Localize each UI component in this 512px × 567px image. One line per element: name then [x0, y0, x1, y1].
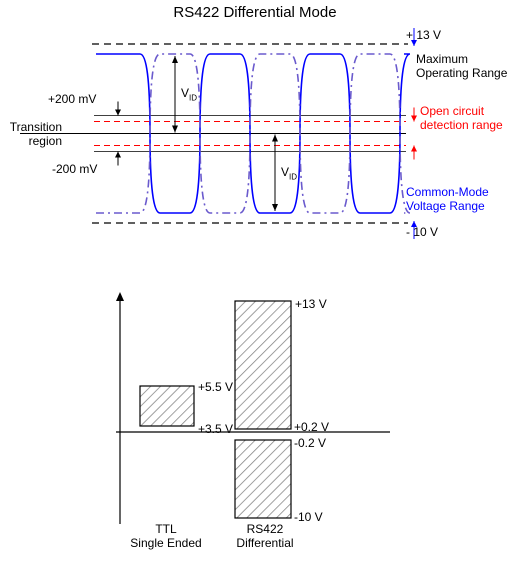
label-ttl-name: TTLSingle Ended — [120, 522, 212, 550]
label-open-circuit: Open circuitdetection range — [420, 104, 503, 132]
label-ttl-top-v: +5.5 V — [198, 380, 233, 394]
label-top-rail: + 13 V — [406, 28, 441, 42]
label-rs422-top-v: +13 V — [295, 297, 327, 311]
label-max-range: MaximumOperating Range — [416, 52, 507, 80]
label-neg-thresh: -200 mV — [52, 162, 97, 176]
label-pos-thresh: +200 mV — [48, 92, 96, 106]
label-bot-rail: - 10 V — [406, 225, 438, 239]
label-transition: Transitionregion — [0, 120, 62, 148]
label-ttl-bot-v: +3.5 V — [198, 422, 233, 436]
label-common-mode: Common-ModeVoltage Range — [406, 185, 489, 213]
diagram-title: RS422 Differential Mode — [140, 4, 370, 21]
bottom-bar-diagram — [90, 288, 400, 550]
label-rs422-name: RS422Differential — [223, 522, 307, 550]
label-rs422-neg-small: -0.2 V — [294, 436, 326, 450]
label-rs422-pos-small: +0.2 V — [294, 420, 329, 434]
label-vid-upper: VID — [181, 86, 197, 102]
label-vid-lower: VID — [281, 165, 297, 181]
